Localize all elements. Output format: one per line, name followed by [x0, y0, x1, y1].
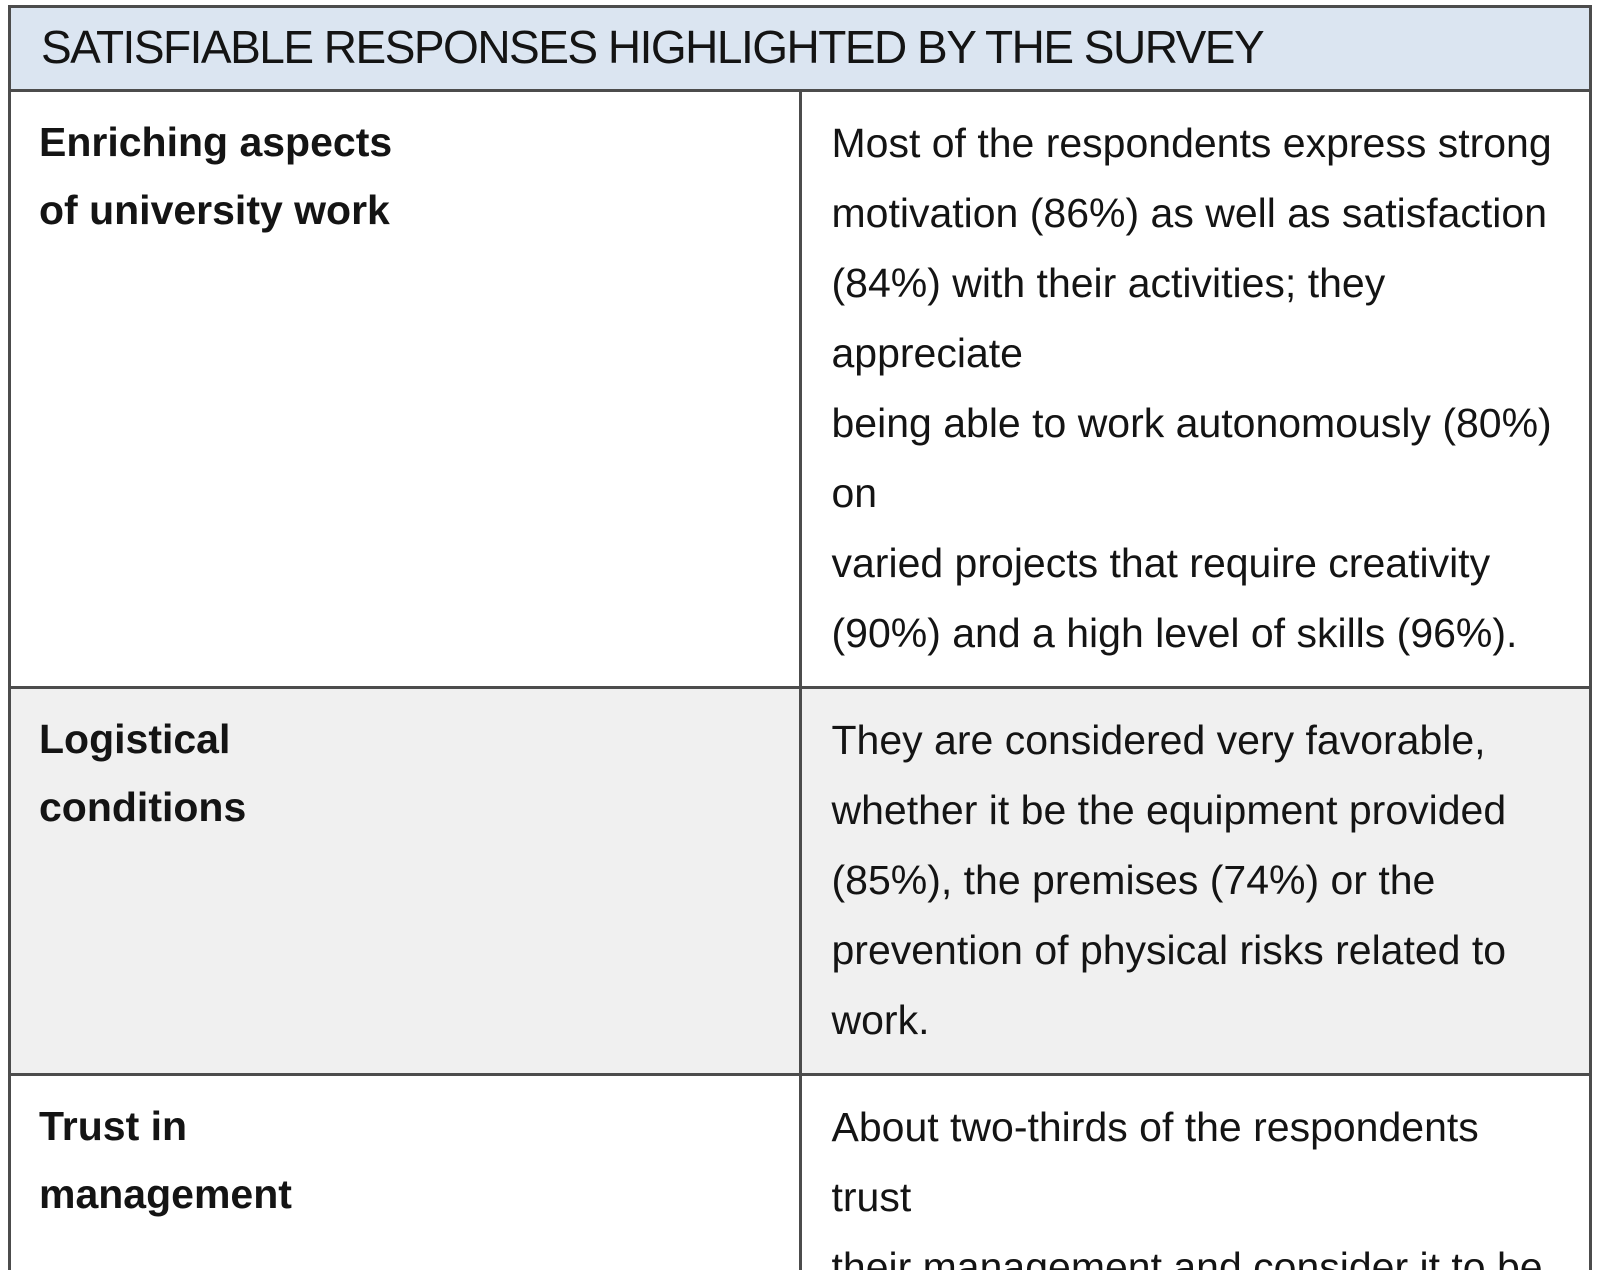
row-description-trust-in-management: About two-thirds of the respondents trus… — [798, 1073, 1592, 1270]
row-description-enriching-aspects: Most of the respondents express strong m… — [798, 89, 1592, 689]
row-description-logistical-conditions: They are considered very favorable, whet… — [798, 686, 1592, 1076]
row-label-enriching-aspects: Enriching aspects of university work — [8, 89, 802, 689]
table-row-trust-in-management: Trust in management About two-thirds of … — [8, 1073, 1592, 1270]
table-header-row: SATISFIABLE RESPONSES HIGHLIGHTED BY THE… — [8, 5, 1592, 92]
table-row-enriching-aspects: Enriching aspects of university work Mos… — [8, 89, 1592, 689]
table-title: SATISFIABLE RESPONSES HIGHLIGHTED BY THE… — [8, 5, 1592, 92]
table-row-logistical-conditions: Logistical conditions They are considere… — [8, 686, 1592, 1076]
row-label-logistical-conditions: Logistical conditions — [8, 686, 802, 1076]
survey-results-table: SATISFIABLE RESPONSES HIGHLIGHTED BY THE… — [8, 5, 1592, 1270]
row-label-trust-in-management: Trust in management — [8, 1073, 802, 1270]
